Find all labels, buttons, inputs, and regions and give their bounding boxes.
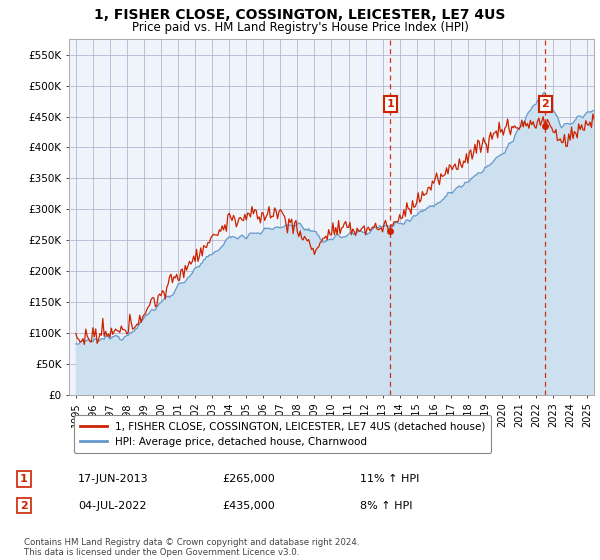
Text: 1: 1 bbox=[20, 474, 28, 484]
Text: £435,000: £435,000 bbox=[222, 501, 275, 511]
Text: 1, FISHER CLOSE, COSSINGTON, LEICESTER, LE7 4US: 1, FISHER CLOSE, COSSINGTON, LEICESTER, … bbox=[94, 8, 506, 22]
Text: 17-JUN-2013: 17-JUN-2013 bbox=[78, 474, 149, 484]
Text: 2: 2 bbox=[541, 99, 549, 109]
Text: 1: 1 bbox=[386, 99, 394, 109]
Text: Contains HM Land Registry data © Crown copyright and database right 2024.
This d: Contains HM Land Registry data © Crown c… bbox=[24, 538, 359, 557]
Legend: 1, FISHER CLOSE, COSSINGTON, LEICESTER, LE7 4US (detached house), HPI: Average p: 1, FISHER CLOSE, COSSINGTON, LEICESTER, … bbox=[74, 415, 491, 453]
Text: £265,000: £265,000 bbox=[222, 474, 275, 484]
Text: 8% ↑ HPI: 8% ↑ HPI bbox=[360, 501, 413, 511]
Text: Price paid vs. HM Land Registry's House Price Index (HPI): Price paid vs. HM Land Registry's House … bbox=[131, 21, 469, 34]
Text: 04-JUL-2022: 04-JUL-2022 bbox=[78, 501, 146, 511]
Text: 11% ↑ HPI: 11% ↑ HPI bbox=[360, 474, 419, 484]
Text: 2: 2 bbox=[20, 501, 28, 511]
